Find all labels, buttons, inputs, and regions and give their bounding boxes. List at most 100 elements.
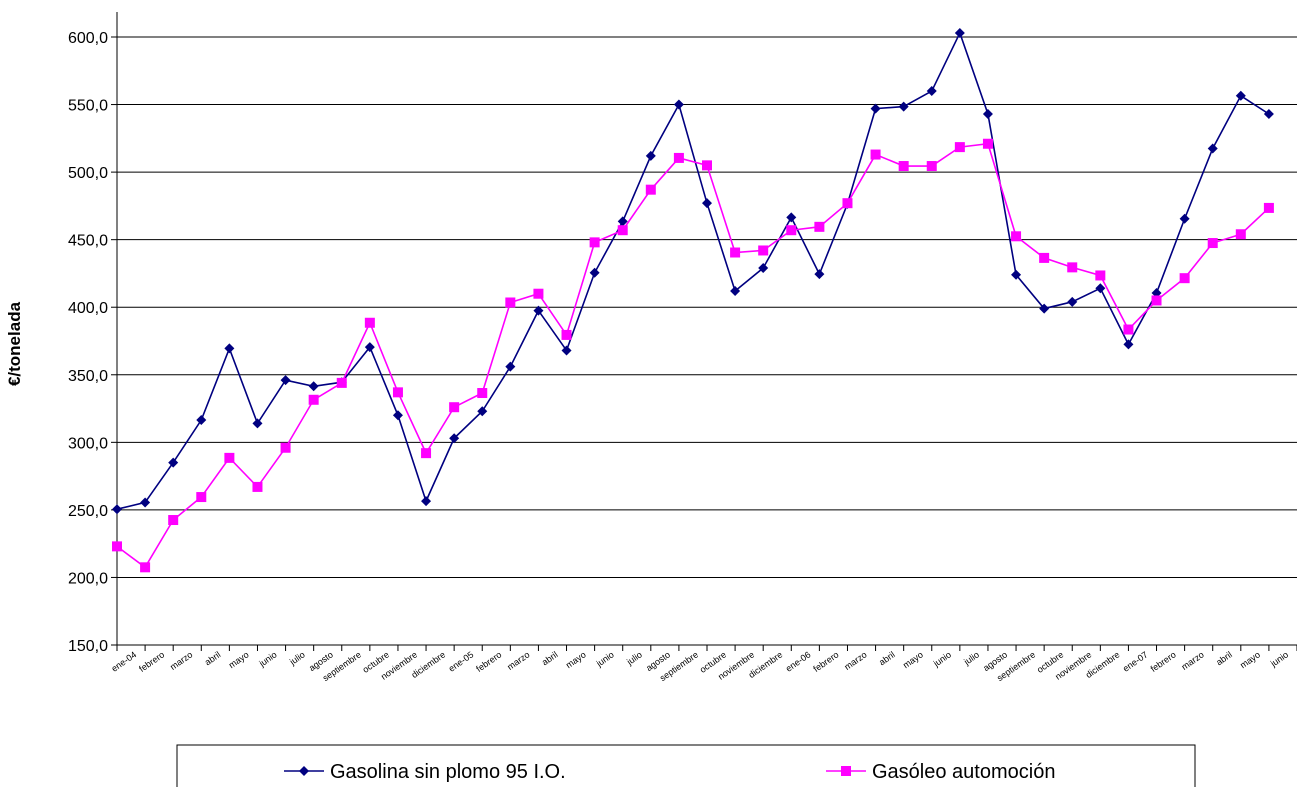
data-point	[1039, 252, 1050, 263]
data-point	[758, 245, 769, 256]
data-point	[645, 150, 656, 161]
x-tick-label: ene-04	[109, 649, 138, 673]
data-point	[533, 288, 544, 299]
y-tick-label: 550,0	[68, 98, 108, 115]
data-point	[786, 212, 797, 223]
data-point	[617, 225, 628, 236]
series-2	[112, 138, 1274, 573]
x-tick-label: mayo	[227, 649, 251, 670]
data-point	[758, 263, 769, 274]
x-tick-label: julio	[624, 649, 644, 667]
x-tick-label: julio	[961, 649, 981, 667]
y-tick-label: 250,0	[68, 503, 108, 520]
gridlines	[117, 36, 1297, 578]
data-point	[392, 410, 403, 421]
data-point	[1123, 339, 1134, 350]
data-point	[224, 452, 235, 463]
data-point	[252, 418, 263, 429]
data-point	[898, 101, 909, 112]
data-point	[112, 541, 122, 552]
x-tick-label: marzo	[1180, 649, 1206, 672]
data-point	[112, 504, 122, 515]
x-tick-label: mayo	[901, 649, 925, 670]
data-point	[702, 160, 712, 171]
data-point	[477, 388, 488, 399]
data-point	[730, 286, 741, 297]
x-tick-label: marzo	[505, 649, 531, 672]
y-axis-ticks: 150,0 200,0 250,0 300,0 350,0 400,0 450,0 500,0…	[68, 30, 117, 655]
axes	[116, 12, 1297, 646]
x-tick-label: mayo	[1238, 649, 1262, 670]
data-point	[421, 496, 432, 507]
data-point	[1235, 229, 1246, 240]
data-point	[280, 375, 291, 386]
data-point	[730, 247, 741, 258]
data-point	[308, 381, 319, 392]
x-tick-label: ene-07	[1121, 649, 1150, 673]
data-point	[1179, 273, 1190, 284]
legend-label: Gasolina sin plomo 95 I.O.	[330, 761, 566, 783]
y-tick-label: 500,0	[68, 165, 108, 182]
data-point	[224, 343, 235, 354]
data-point	[702, 198, 712, 209]
series-line	[116, 30, 1270, 510]
legend-label: Gasóleo automoción	[872, 761, 1055, 783]
x-tick-label: abril	[203, 649, 223, 667]
data-point	[449, 433, 460, 444]
x-tick-label: mayo	[564, 649, 588, 670]
legend: Gasolina sin plomo 95 I.O. Gasóleo automo…	[176, 744, 1196, 787]
data-point	[673, 152, 684, 163]
data-point	[196, 415, 207, 426]
data-point	[561, 329, 572, 340]
y-tick-label: 200,0	[68, 570, 108, 587]
data-point	[168, 515, 179, 526]
data-point	[1067, 296, 1078, 307]
data-point	[1207, 238, 1218, 249]
x-tick-label: marzo	[842, 649, 868, 672]
data-point	[1123, 324, 1134, 335]
data-point	[1095, 283, 1106, 294]
data-point	[954, 142, 965, 153]
data-point	[1263, 109, 1274, 120]
y-tick-label: 350,0	[68, 368, 108, 385]
data-point	[505, 297, 516, 308]
legend-marker	[841, 766, 851, 776]
data-point	[1263, 202, 1274, 213]
data-point	[364, 317, 375, 328]
x-tick-label: junio	[931, 649, 953, 669]
x-tick-label: marzo	[168, 649, 194, 672]
data-point	[982, 138, 993, 149]
y-tick-label: 150,0	[68, 638, 108, 655]
legend-marker	[299, 766, 309, 776]
data-point	[168, 457, 179, 468]
data-point	[1095, 270, 1106, 281]
y-tick-label: 300,0	[68, 435, 108, 452]
data-point	[392, 387, 403, 398]
data-point	[336, 377, 347, 388]
data-point	[1039, 303, 1050, 314]
data-point	[814, 221, 825, 232]
data-point	[533, 305, 544, 316]
x-tick-label: abril	[877, 649, 897, 667]
data-point	[196, 492, 207, 503]
data-point	[982, 109, 993, 120]
data-point	[1067, 262, 1078, 273]
data-point	[364, 342, 375, 353]
x-tick-label: junio	[257, 649, 279, 669]
data-point	[673, 99, 684, 110]
data-point	[449, 402, 460, 413]
data-point	[589, 267, 600, 278]
data-point	[870, 103, 881, 114]
data-point	[898, 161, 909, 172]
data-point	[1235, 90, 1246, 101]
data-point	[280, 442, 291, 453]
series-layer	[112, 27, 1274, 573]
data-point	[1151, 295, 1162, 306]
data-point	[842, 198, 853, 209]
x-tick-label: junio	[594, 649, 616, 669]
data-point	[1011, 269, 1022, 280]
x-tick-label: abril	[540, 649, 560, 667]
y-tick-label: 600,0	[68, 30, 108, 47]
